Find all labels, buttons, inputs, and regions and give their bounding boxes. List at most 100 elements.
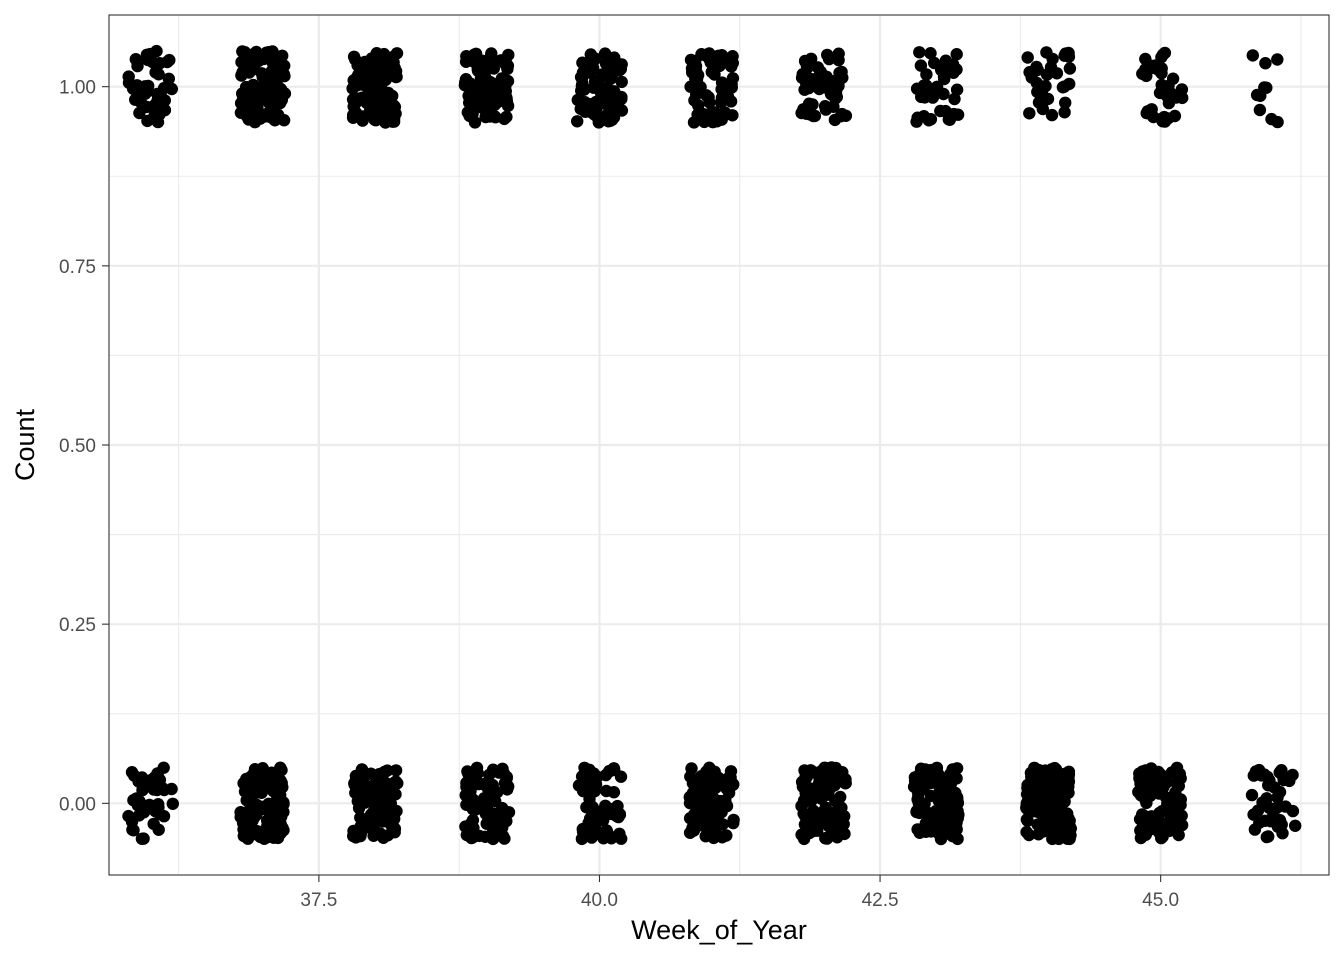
data-point — [145, 773, 158, 787]
data-point — [1024, 791, 1037, 805]
data-point — [163, 53, 176, 67]
data-point — [459, 78, 473, 92]
data-point — [703, 761, 716, 774]
data-point — [483, 52, 497, 65]
data-point — [725, 81, 738, 94]
data-point — [1153, 774, 1167, 788]
data-point — [254, 112, 267, 125]
x-tick-label: 42.5 — [862, 890, 899, 911]
data-point — [132, 809, 146, 822]
data-point — [823, 770, 836, 783]
data-point — [716, 798, 729, 812]
data-point — [356, 114, 369, 127]
x-tick-label: 45.0 — [1142, 890, 1179, 911]
data-point — [147, 817, 160, 831]
data-point — [795, 828, 808, 841]
data-point — [1036, 798, 1050, 811]
data-point — [364, 767, 378, 780]
data-point — [1166, 72, 1180, 85]
data-point — [1245, 788, 1259, 802]
data-point — [149, 66, 162, 79]
data-point — [244, 60, 257, 74]
data-point — [710, 115, 724, 128]
data-point — [722, 786, 736, 800]
data-point — [151, 115, 165, 129]
data-point — [367, 73, 380, 87]
data-point — [822, 52, 836, 66]
data-point — [264, 86, 277, 100]
data-point — [589, 778, 603, 791]
x-axis: 37.5 40.0 42.5 45.0 — [300, 875, 1179, 911]
data-point — [1022, 781, 1036, 794]
data-point — [122, 809, 135, 823]
data-point — [692, 803, 705, 817]
data-point — [824, 829, 837, 842]
data-point — [274, 774, 287, 787]
data-point — [1246, 49, 1260, 62]
data-point — [499, 78, 512, 92]
data-point — [1253, 816, 1266, 829]
data-point — [128, 769, 141, 782]
data-point — [919, 763, 932, 776]
data-point — [585, 831, 598, 844]
data-point — [604, 114, 617, 128]
data-point — [615, 92, 628, 106]
data-points — [122, 44, 1302, 846]
data-point — [689, 54, 702, 68]
data-point — [800, 107, 813, 120]
data-point — [1172, 779, 1186, 793]
data-point — [720, 829, 733, 842]
data-point — [1028, 761, 1041, 774]
data-point — [811, 61, 825, 74]
data-point — [362, 85, 375, 99]
data-point — [586, 801, 599, 814]
data-point — [378, 785, 392, 798]
data-point — [1283, 774, 1296, 788]
data-point — [248, 824, 262, 837]
data-point — [583, 812, 597, 825]
data-point — [937, 826, 950, 839]
data-point — [165, 782, 178, 796]
data-point — [378, 765, 391, 779]
data-point — [472, 777, 485, 790]
data-point — [600, 784, 613, 798]
data-point — [912, 788, 925, 802]
data-point — [1137, 765, 1150, 778]
data-point — [1058, 767, 1072, 780]
data-point — [610, 801, 623, 814]
data-point — [265, 816, 279, 830]
data-point — [930, 814, 943, 827]
data-point — [930, 80, 944, 94]
data-point — [386, 809, 399, 823]
data-point — [1040, 68, 1054, 81]
data-point — [1165, 87, 1178, 100]
data-point — [156, 782, 169, 795]
data-point — [238, 46, 252, 59]
data-point — [475, 798, 489, 811]
data-point — [1152, 63, 1165, 77]
data-point — [1046, 832, 1059, 846]
data-point — [805, 794, 818, 807]
data-point — [832, 53, 845, 67]
data-point — [578, 783, 591, 796]
data-point — [1136, 812, 1150, 826]
data-point — [346, 111, 360, 125]
data-point — [486, 778, 499, 792]
data-point — [1259, 57, 1272, 70]
data-point — [235, 55, 248, 69]
data-point — [272, 108, 285, 122]
data-point — [924, 47, 937, 60]
data-point — [246, 768, 260, 781]
data-point — [143, 47, 157, 61]
data-point — [585, 106, 598, 119]
data-point — [604, 72, 617, 86]
data-point — [947, 768, 960, 781]
data-point — [578, 96, 592, 109]
data-point — [379, 116, 392, 129]
data-point — [575, 79, 589, 93]
data-point — [1273, 766, 1286, 779]
data-point — [243, 81, 257, 95]
data-point — [1033, 771, 1046, 784]
data-point — [483, 768, 496, 782]
data-point — [162, 72, 175, 86]
